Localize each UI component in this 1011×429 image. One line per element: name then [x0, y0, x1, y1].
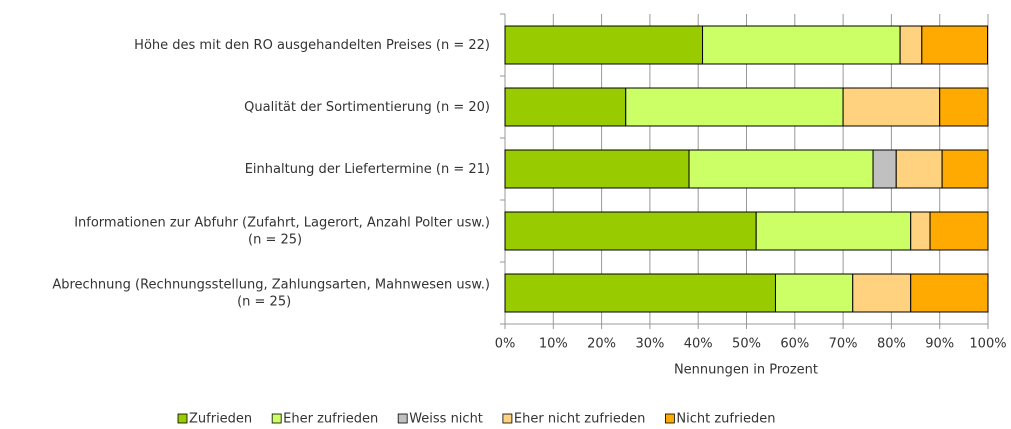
legend-swatch: [664, 413, 675, 424]
bar-segment: [688, 149, 874, 189]
bar-segment: [921, 25, 989, 65]
bar-segment: [872, 149, 897, 189]
bar-segment: [842, 87, 941, 127]
x-axis-label: Nennungen in Prozent: [674, 363, 818, 378]
legend-label: Zufrieden: [189, 412, 252, 427]
legend-swatch: [177, 413, 188, 424]
legend-label: Eher nicht zufrieden: [514, 412, 645, 427]
y-tick-label: Abrechnung (Rechnungsstellung, Zahlungsa…: [52, 277, 490, 309]
y-tick-label: Informationen zur Abfuhr (Zufahrt, Lager…: [74, 215, 490, 247]
bar-segment: [504, 149, 690, 189]
bar-segment: [910, 273, 989, 313]
bar-segment: [504, 273, 776, 313]
legend-swatch: [397, 413, 408, 424]
x-tick-label: 60%: [780, 337, 809, 352]
y-tick-label: Einhaltung der Liefertermine (n = 21): [245, 162, 490, 177]
x-tick-label: 90%: [925, 337, 954, 352]
bar-segment: [895, 149, 943, 189]
x-tick-label: 30%: [635, 337, 664, 352]
bar-segment: [929, 211, 989, 251]
bar-segment: [504, 25, 704, 65]
x-tick-label: 80%: [877, 337, 906, 352]
legend-label: Nicht zufrieden: [676, 412, 775, 427]
bar-segment: [774, 273, 854, 313]
legend-swatch: [271, 413, 282, 424]
y-tick-label: Qualität der Sortimentierung (n = 20): [244, 100, 490, 115]
bar-segment: [504, 211, 757, 251]
legend-label: Eher zufrieden: [283, 412, 378, 427]
bar-segment: [755, 211, 912, 251]
bar-segment: [910, 211, 931, 251]
x-tick-label: 10%: [539, 337, 568, 352]
legend-label: Weiss nicht: [409, 412, 483, 427]
bar-segment: [852, 273, 912, 313]
x-tick-label: 70%: [829, 337, 858, 352]
bar-segment: [702, 25, 901, 65]
x-tick-label: 20%: [587, 337, 616, 352]
bar-segment: [939, 87, 989, 127]
legend-swatch: [502, 413, 513, 424]
x-tick-label: 0%: [495, 337, 516, 352]
x-tick-label: 50%: [732, 337, 761, 352]
y-tick-label: Höhe des mit den RO ausgehandelten Preis…: [134, 38, 490, 53]
bar-segment: [941, 149, 989, 189]
bar-segment: [625, 87, 844, 127]
bar-segment: [504, 87, 627, 127]
x-tick-label: 40%: [684, 337, 713, 352]
bar-segment: [899, 25, 923, 65]
x-tick-label: 100%: [969, 337, 1006, 352]
